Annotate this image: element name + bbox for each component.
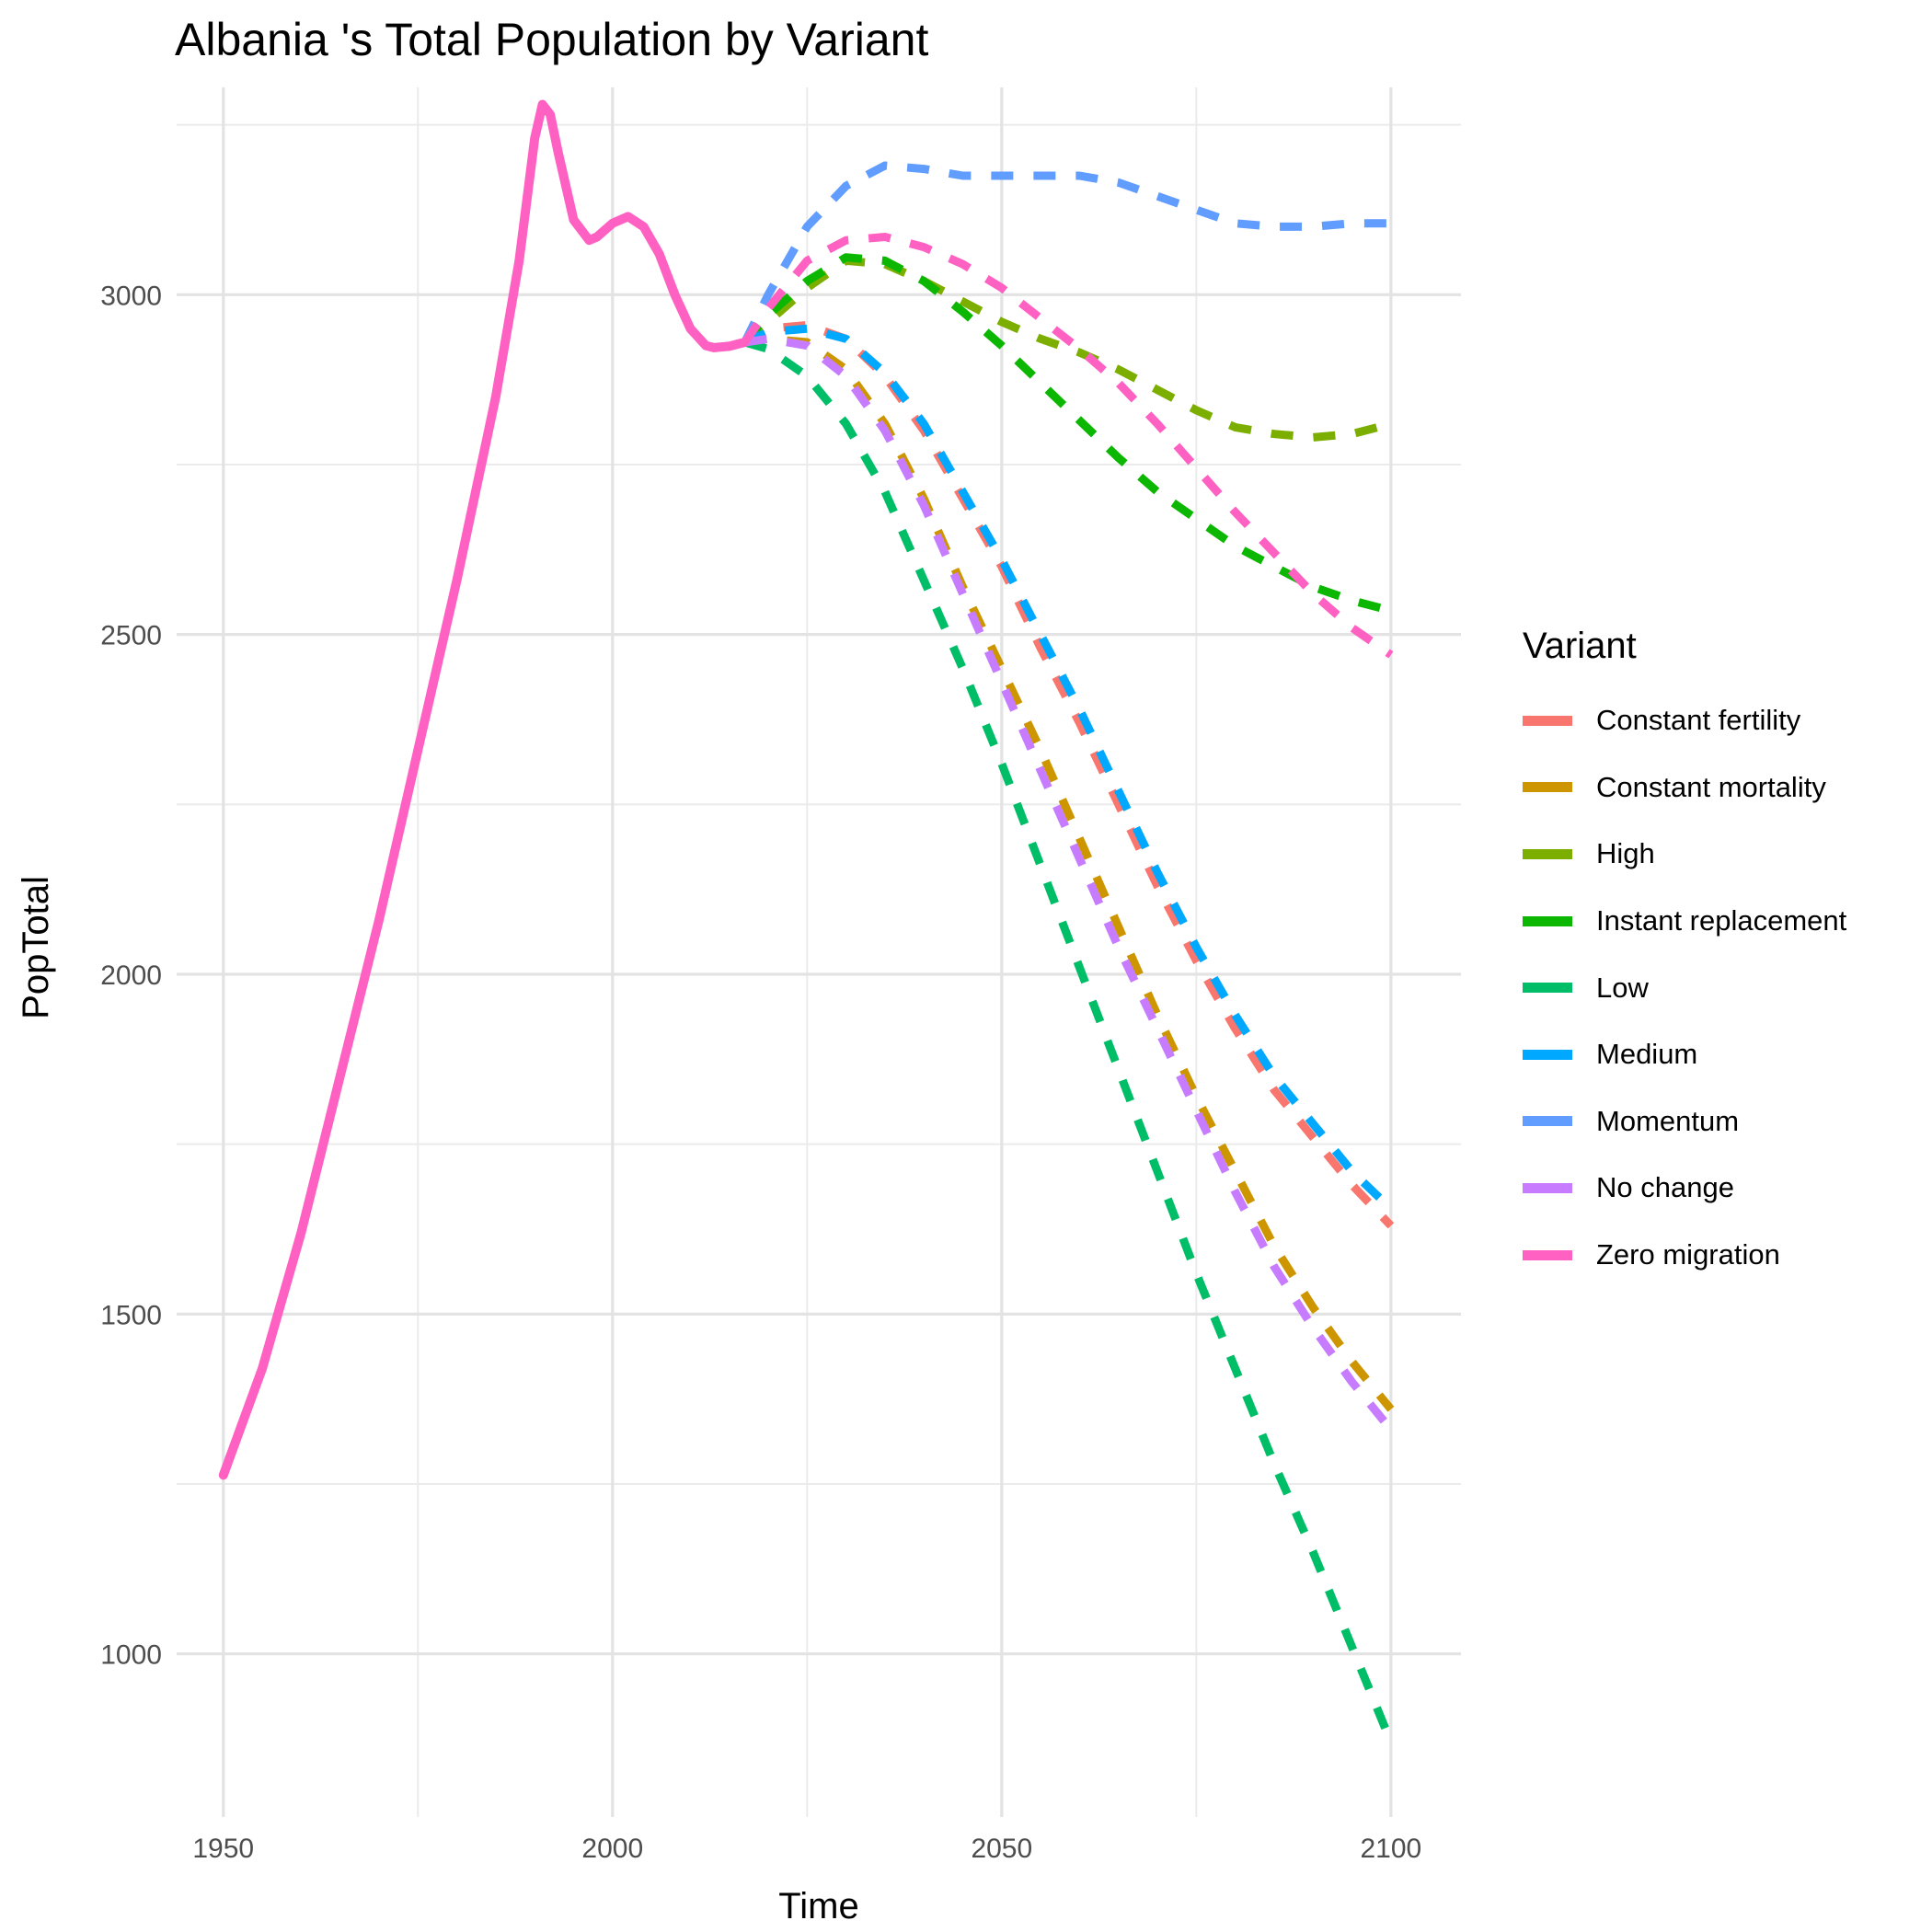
legend-label: Momentum: [1596, 1104, 1740, 1137]
series-lines: [218, 99, 1396, 1744]
series-line-medium: [742, 324, 1395, 1213]
x-axis-title: Time: [778, 1886, 858, 1926]
legend-label: Low: [1596, 971, 1649, 1004]
x-tick-label: 1950: [192, 1834, 254, 1864]
legend-item: Low: [1523, 954, 1846, 1021]
series-line-instant-replacement: [742, 253, 1393, 615]
legend-label: Constant fertility: [1596, 704, 1801, 737]
legend-item: Constant fertility: [1523, 687, 1846, 754]
legend-label: Instant replacement: [1596, 904, 1847, 937]
series-line-low: [743, 338, 1396, 1744]
legend-label: No change: [1596, 1171, 1734, 1204]
y-tick-label: 2000: [100, 960, 162, 991]
legend-key: [1523, 1249, 1572, 1260]
x-tick-label: 2050: [971, 1834, 1032, 1864]
series-line-constant-fertility: [742, 321, 1395, 1229]
series-line-constant-mortality: [743, 334, 1395, 1412]
series-line-high: [742, 256, 1393, 442]
legend-item: Instant replacement: [1523, 888, 1846, 955]
legend-item: Momentum: [1523, 1088, 1846, 1156]
legend-key: [1523, 1049, 1572, 1060]
tick-labels: 1950 2000 2050 2100 1000 1500 2000 2500 3000: [100, 281, 1421, 1864]
legend-key: [1523, 848, 1572, 859]
y-tick-label: 3000: [100, 281, 162, 311]
legend-label: Constant mortality: [1596, 770, 1826, 803]
legend-key: [1523, 983, 1572, 994]
legend-item: High: [1523, 821, 1846, 888]
legend-item: Constant mortality: [1523, 754, 1846, 822]
x-tick-label: 2100: [1360, 1834, 1421, 1864]
legend-item: Zero migration: [1523, 1222, 1846, 1289]
legend-item: Medium: [1523, 1021, 1846, 1088]
y-tick-label: 1500: [100, 1300, 162, 1330]
series-line-momentum: [741, 161, 1391, 344]
chart-title: Albania 's Total Population by Variant: [175, 14, 929, 65]
legend-key: [1523, 1116, 1572, 1127]
legend-item: No change: [1523, 1155, 1846, 1222]
legend-label: High: [1596, 837, 1655, 870]
major-gridlines: [177, 87, 1461, 1817]
y-tick-label: 1000: [100, 1640, 162, 1671]
legend-label: Zero migration: [1596, 1238, 1780, 1271]
y-tick-label: 2500: [100, 621, 162, 651]
legend-items: Constant fertility Constant mortality High…: [1523, 687, 1846, 1288]
legend-label: Medium: [1596, 1038, 1698, 1071]
legend-key: [1523, 782, 1572, 793]
series-line-zero-migration: [741, 233, 1394, 659]
y-axis-title: PopTotal: [16, 876, 56, 1019]
legend-key: [1523, 915, 1572, 926]
x-tick-label: 2000: [581, 1834, 643, 1864]
legend: Variant Constant fertility Constant morta…: [1523, 626, 1846, 1288]
series-line-no-change: [743, 334, 1395, 1432]
legend-key: [1523, 715, 1572, 726]
legend-title: Variant: [1523, 626, 1637, 666]
historical-line: [218, 99, 750, 1480]
legend-key: [1523, 1182, 1572, 1193]
